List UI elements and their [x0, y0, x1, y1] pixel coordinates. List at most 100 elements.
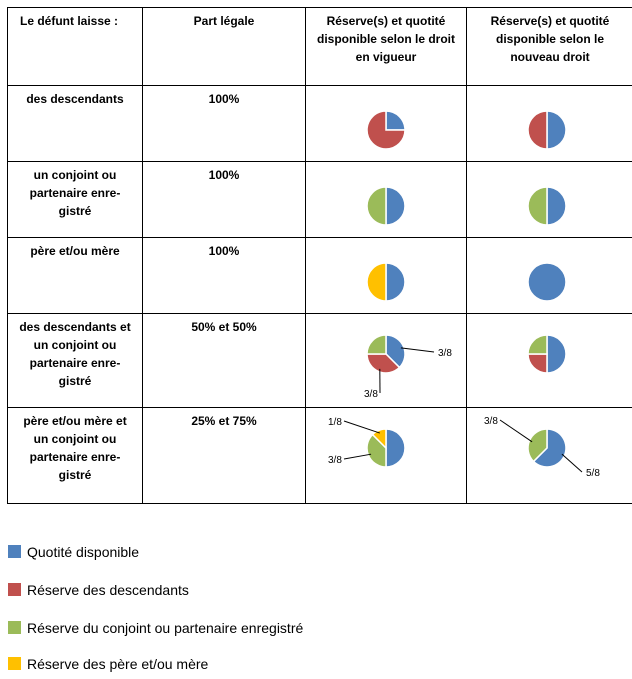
row-label-cell: père et/ou mère et un conjoint ou parten… [7, 407, 143, 504]
header-droit-en-vigueur: Réserve(s) et quotité disponible selon l… [316, 14, 455, 64]
label-leader-line [499, 419, 533, 443]
slice-label: 1/8 [328, 417, 342, 428]
pie-slice-descendants [366, 353, 401, 374]
pie-cell [466, 237, 632, 314]
slice-label: 5/8 [586, 468, 600, 479]
row-label-cell: un conjoint ou partenaire enre-gistré [7, 161, 143, 238]
header-nouveau-droit: Réserve(s) et quotité disponible selon l… [490, 14, 610, 64]
share-cell: 50% et 50% [142, 313, 306, 408]
pie-chart-new [527, 262, 567, 302]
row-share: 100% [208, 92, 240, 106]
header-cell: Part légale [142, 7, 306, 86]
row-share: 50% et 50% [191, 320, 257, 334]
pie-chart-current [366, 110, 406, 150]
legend-label: Réserve des descendants [27, 582, 189, 598]
label-leader-line [400, 347, 435, 353]
pie-slice-descendants [366, 110, 406, 150]
legend-item-quotite: Quotité disponible [8, 543, 139, 561]
slice-label: 3/8 [364, 389, 378, 400]
header-cell: Réserve(s) et quotité disponible selon l… [466, 7, 632, 86]
table-row: père et/ou mère 100% [7, 237, 632, 314]
share-cell: 100% [142, 85, 306, 162]
row-share: 100% [208, 244, 240, 258]
table-row: des descendants 100% [7, 85, 632, 162]
pie-cell [305, 237, 467, 314]
pie-cell [466, 85, 632, 162]
legend-label: Réserve des père et/ou mère [27, 656, 209, 672]
label-leader-line [343, 420, 380, 434]
pie-slice-conjoint [366, 334, 387, 355]
pie-chart-current [366, 262, 406, 302]
pie-cell [305, 85, 467, 162]
pie-slice-descendants [527, 353, 548, 374]
pie-slice-conjoint [527, 186, 548, 226]
pie-chart-current: 3/8 1/8 [328, 417, 406, 468]
header-cell: Le défunt laisse : [7, 7, 143, 86]
legend-item-descendants: Réserve des descendants [8, 581, 189, 599]
pie-slice-quotite [385, 334, 406, 369]
share-cell: 100% [142, 161, 306, 238]
pie-slice-quotite [385, 110, 406, 131]
table-row: père et/ou mère et un conjoint ou parten… [7, 407, 632, 504]
header-part-legale: Part légale [193, 14, 255, 28]
legend-swatch [8, 545, 21, 558]
pie-cell [305, 161, 467, 238]
label-leader-line [343, 453, 372, 460]
pie-slice-quotite [532, 428, 567, 468]
pie-chart-current [366, 186, 406, 226]
header-cell: Réserve(s) et quotité disponible selon l… [305, 7, 467, 86]
legend-swatch [8, 657, 21, 670]
table-row: des descendants et un conjoint ou parten… [7, 313, 632, 408]
row-label: père et/ou mère [30, 244, 120, 258]
slice-label: 3/8 [328, 455, 342, 466]
share-cell: 100% [142, 237, 306, 314]
pie-slice-quotite [385, 186, 406, 226]
row-share: 25% et 75% [191, 414, 257, 428]
header-defunt: Le défunt laisse : [20, 14, 119, 28]
pie-slice-conjoint [527, 334, 548, 355]
legend-label: Réserve du conjoint ou partenaire enregi… [27, 620, 304, 636]
label-leader-line [561, 453, 583, 473]
pie-slice-quotite [546, 186, 567, 226]
pie-slice-quotite [385, 428, 406, 468]
slice-label: 3/8 [484, 416, 498, 427]
pie-slice-quotite [385, 262, 406, 302]
pie-slice-conjoint [366, 186, 387, 226]
pie-chart-new [527, 186, 567, 226]
pie-cell: 5/8 3/8 [466, 407, 632, 504]
legend-label: Quotité disponible [27, 544, 140, 560]
legend-item-conjoint: Réserve du conjoint ou partenaire enregi… [8, 619, 303, 637]
pie-chart-new [527, 334, 567, 374]
pie-chart-new [527, 110, 567, 150]
pie-cell [466, 161, 632, 238]
row-label: un conjoint ou partenaire enre-gistré [29, 168, 121, 218]
row-label: des descendants [26, 92, 124, 106]
share-cell: 25% et 75% [142, 407, 306, 504]
pie-cell: 3/8 3/8 [305, 313, 467, 408]
slice-label: 3/8 [438, 348, 452, 359]
header-row: Le défunt laisse : Part légale Réserve(s… [7, 7, 632, 86]
legend-item-parents: Réserve des père et/ou mère [8, 655, 208, 673]
row-label-cell: des descendants [7, 85, 143, 162]
row-label: des descendants et un conjoint ou parten… [19, 320, 131, 388]
pie-cell: 3/8 1/8 [305, 407, 467, 504]
pie-slice-descendants [527, 110, 548, 150]
row-label-cell: des descendants et un conjoint ou parten… [7, 313, 143, 408]
row-label: père et/ou mère et un conjoint ou parten… [23, 414, 127, 482]
pie-chart-new: 5/8 3/8 [484, 416, 600, 479]
table-row: un conjoint ou partenaire enre-gistré 10… [7, 161, 632, 238]
pie-cell [466, 313, 632, 408]
pie-slice-conjoint [527, 428, 548, 463]
pie-slice-quotite [527, 262, 567, 302]
pie-slice-conjoint [366, 433, 387, 468]
legend-swatch [8, 583, 21, 596]
pie-slice-parents [371, 428, 387, 450]
row-label-cell: père et/ou mère [7, 237, 143, 314]
pie-slice-quotite [546, 334, 567, 374]
pie-slice-parents [366, 262, 387, 302]
pie-slice-quotite [546, 110, 567, 150]
inheritance-table: Le défunt laisse : Part légale Réserve(s… [7, 7, 632, 504]
pie-chart-current: 3/8 3/8 [364, 334, 452, 400]
row-share: 100% [208, 168, 240, 182]
legend-swatch [8, 621, 21, 634]
